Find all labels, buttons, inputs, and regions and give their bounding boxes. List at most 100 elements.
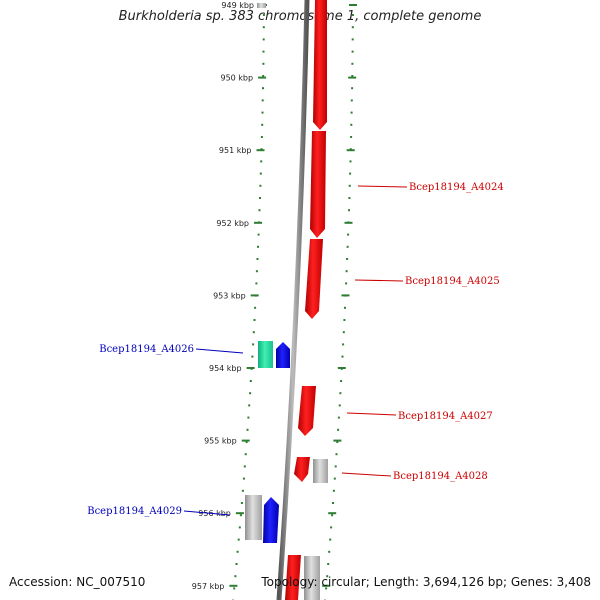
kbp-tick-label: 949 kbp	[221, 1, 254, 10]
track-dot	[344, 306, 346, 309]
pseudo-genes[interactable]	[245, 3, 328, 600]
reverse-strand-genes[interactable]	[258, 341, 290, 543]
track-dot	[340, 380, 343, 382]
leader-line	[354, 279, 404, 282]
track-dot	[337, 428, 340, 431]
track-dot	[350, 136, 353, 138]
gene-label-A4027[interactable]: Bcep18194_A4027	[398, 411, 493, 422]
gene-label-A4024[interactable]: Bcep18194_A4024	[409, 182, 504, 193]
topology-summary: Topology: circular; Length: 3,694,126 bp…	[261, 575, 591, 589]
track-dot	[327, 563, 330, 565]
track-dot	[256, 258, 259, 260]
track-dot	[247, 416, 250, 419]
kbp-tick-label: 950 kbp	[220, 74, 253, 83]
track-dot	[343, 319, 346, 321]
track-dot	[257, 245, 259, 248]
track-dot	[262, 26, 265, 29]
track-dot	[348, 209, 350, 212]
track-dot	[329, 538, 332, 541]
track-dot	[236, 550, 239, 553]
gene-arrow-forward[interactable]	[313, 0, 327, 130]
track-dot	[345, 282, 348, 285]
track-dot	[245, 441, 248, 443]
track-dot	[262, 14, 265, 16]
kbp-tick-mark	[229, 584, 238, 587]
track-dot	[332, 489, 335, 492]
leader-line	[341, 472, 392, 477]
track-dot	[351, 62, 354, 65]
track-dot	[332, 502, 334, 504]
track-dot	[350, 99, 353, 102]
gene-arrow-forward[interactable]	[285, 555, 301, 600]
gene-arrow-forward[interactable]	[310, 131, 326, 238]
kbp-tick-mark	[246, 367, 255, 369]
dotted-tick-tracks	[232, 14, 354, 600]
track-dot	[335, 453, 338, 456]
track-dot	[350, 111, 353, 114]
track-dot	[342, 343, 345, 346]
kbp-tick-mark	[346, 149, 355, 152]
gene-label-A4028[interactable]: Bcep18194_A4028	[393, 471, 488, 482]
track-dot	[326, 575, 329, 578]
gene-label-A4025[interactable]: Bcep18194_A4025	[405, 276, 500, 287]
leader-line	[357, 185, 408, 188]
track-dot	[337, 416, 340, 419]
track-dot	[338, 404, 341, 407]
leader-line	[346, 412, 397, 416]
track-dot	[346, 245, 349, 248]
track-dot	[345, 270, 348, 273]
kbp-tick-mark	[258, 76, 267, 79]
gene-label-A4026[interactable]: Bcep18194_A4026	[99, 344, 194, 355]
gene-labels[interactable]: Bcep18194_A4024 Bcep18194_A4025 Bcep1819…	[87, 182, 504, 517]
track-dot	[252, 343, 255, 346]
gene-block-pseudo[interactable]	[257, 3, 266, 8]
track-dot	[348, 184, 351, 187]
track-dot	[262, 75, 265, 77]
gene-arrow-reverse[interactable]	[276, 342, 290, 368]
track-dot	[233, 587, 236, 590]
track-dot	[251, 355, 254, 358]
track-dot	[336, 441, 339, 443]
track-dot	[261, 111, 264, 114]
track-dot	[347, 233, 350, 236]
track-dot	[346, 258, 349, 260]
track-dot	[238, 526, 241, 529]
gene-block-pseudo[interactable]	[304, 556, 320, 600]
gene-arrow-forward[interactable]	[298, 386, 316, 436]
track-dot	[350, 123, 353, 126]
kbp-tick-label: 951 kbp	[219, 146, 252, 155]
track-dot	[257, 233, 260, 236]
track-dot	[351, 50, 354, 53]
kbp-tick-mark	[235, 512, 244, 515]
track-dot	[349, 172, 352, 175]
leader-line	[195, 348, 244, 354]
kbp-tick-label: 953 kbp	[213, 291, 246, 300]
track-dot	[351, 75, 354, 77]
track-dot	[240, 502, 243, 504]
kbp-tick-mark	[341, 294, 350, 297]
gene-block-pseudo[interactable]	[245, 495, 262, 540]
track-dot	[255, 270, 258, 273]
track-dot	[262, 87, 264, 90]
track-dot	[252, 331, 255, 334]
track-dot	[331, 514, 334, 517]
gene-block-pseudo[interactable]	[313, 459, 328, 483]
gene-block-reverse-alt[interactable]	[258, 341, 273, 368]
gene-arrow-forward[interactable]	[294, 457, 310, 482]
gene-arrow-reverse[interactable]	[263, 497, 279, 543]
track-dot	[260, 136, 263, 138]
track-dot	[248, 404, 251, 407]
track-dot	[262, 50, 265, 53]
kbp-tick-mark	[344, 221, 353, 224]
track-dot	[351, 26, 354, 29]
track-dot	[333, 477, 336, 480]
track-dot	[235, 563, 238, 565]
track-dot	[239, 514, 242, 517]
forward-strand-genes[interactable]	[285, 0, 327, 600]
track-dot	[339, 392, 342, 395]
gene-arrow-forward[interactable]	[305, 239, 323, 319]
track-dot	[348, 197, 351, 199]
gene-label-A4029[interactable]: Bcep18194_A4029	[87, 506, 182, 517]
